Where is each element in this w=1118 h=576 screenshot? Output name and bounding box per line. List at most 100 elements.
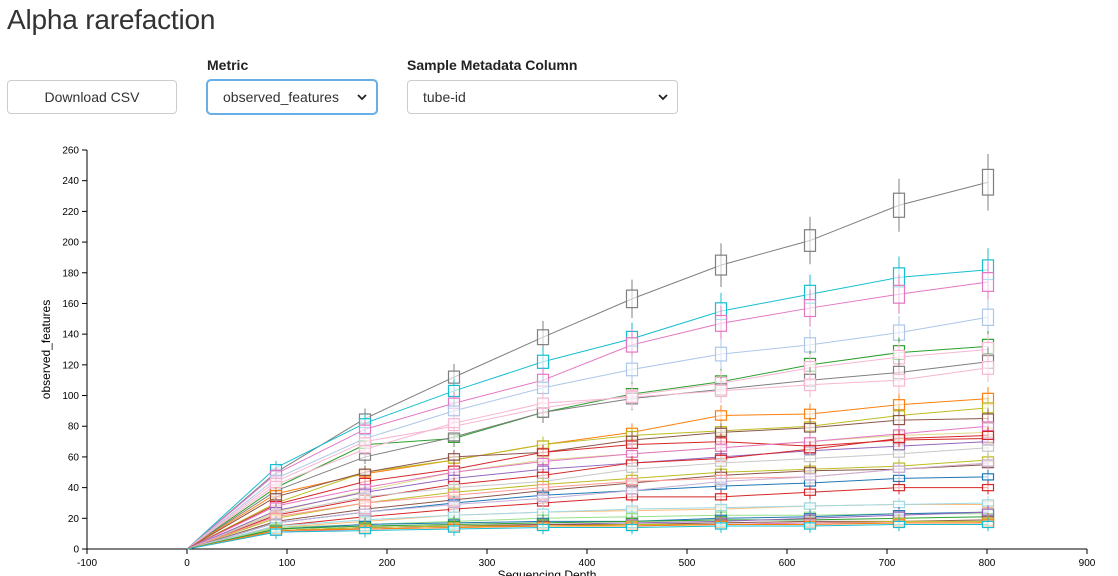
box-marker — [447, 432, 461, 442]
series — [186, 261, 995, 550]
box-marker — [981, 360, 995, 375]
series-line — [186, 487, 988, 550]
x-tick-label: -100 — [77, 558, 97, 569]
box-marker — [536, 381, 550, 395]
box-marker — [803, 522, 817, 530]
box-marker — [447, 500, 461, 509]
y-tick-label: 120 — [62, 360, 79, 371]
box-marker — [714, 410, 728, 421]
series-line — [186, 434, 989, 550]
download-csv-button[interactable]: Download CSV — [7, 80, 177, 114]
metadata-column-select-value: tube-id — [423, 89, 466, 105]
series-line — [186, 513, 988, 550]
x-tick-label: 700 — [879, 558, 896, 569]
box-marker — [892, 284, 906, 304]
series — [186, 456, 995, 550]
series-line — [186, 281, 989, 550]
box-marker — [536, 523, 550, 532]
box-marker — [714, 346, 728, 362]
box-marker — [625, 337, 639, 353]
series-line — [186, 523, 988, 550]
rarefaction-chart: -100 0 100 200 300 400 500 600 700 800 900 0 20 40 60 8… — [39, 146, 1096, 576]
box-marker — [803, 337, 817, 353]
series-line — [186, 462, 989, 550]
box-marker — [714, 254, 728, 276]
box-marker — [803, 229, 817, 252]
series-line — [186, 316, 989, 550]
y-tick-label: 200 — [62, 238, 79, 249]
box-marker — [625, 289, 639, 309]
y-tick-label: 60 — [68, 452, 80, 463]
series-line — [186, 425, 989, 550]
box-marker — [536, 354, 550, 369]
y-tick-label: 260 — [62, 146, 79, 157]
metric-label: Metric — [207, 57, 249, 73]
x-tick-label: 0 — [184, 558, 190, 569]
box-marker — [447, 525, 461, 533]
box-marker — [625, 391, 639, 403]
series — [186, 153, 995, 550]
box-marker — [892, 483, 906, 492]
box-marker — [714, 384, 728, 398]
y-tick-label: 80 — [68, 422, 80, 433]
box-marker — [892, 414, 906, 426]
box-marker — [803, 422, 817, 433]
y-tick-label: 100 — [62, 391, 79, 402]
box-marker — [714, 493, 728, 501]
x-tick-label: 900 — [1079, 558, 1096, 569]
chevron-down-icon — [357, 94, 367, 101]
x-tick-label: 500 — [679, 558, 696, 569]
box-marker — [981, 473, 995, 481]
box-marker — [803, 299, 817, 318]
series-line — [186, 438, 989, 550]
metric-select[interactable]: observed_features — [207, 80, 377, 114]
x-tick-label: 800 — [979, 558, 996, 569]
x-tick-label: 600 — [779, 558, 796, 569]
series-line — [186, 349, 989, 550]
y-tick-label: 160 — [62, 299, 79, 310]
y-tick-label: 220 — [62, 207, 79, 218]
metric-select-value: observed_features — [223, 89, 339, 105]
box-marker — [892, 373, 906, 387]
series-line — [186, 516, 989, 550]
box-marker — [981, 483, 995, 492]
box-marker — [981, 308, 995, 326]
series-line — [186, 418, 989, 550]
series-line — [186, 181, 989, 550]
box-marker — [714, 477, 728, 486]
box-marker — [981, 168, 995, 196]
box-marker — [714, 459, 728, 467]
box-marker — [447, 453, 461, 461]
x-tick-label: 100 — [279, 558, 296, 569]
box-marker — [714, 314, 728, 332]
x-tick-label: 200 — [379, 558, 396, 569]
series-line — [186, 398, 989, 550]
series-line — [186, 464, 989, 550]
box-marker — [358, 526, 372, 535]
box-marker — [803, 473, 817, 481]
box-marker — [358, 499, 372, 507]
series-line — [186, 361, 989, 550]
box-marker — [981, 272, 995, 292]
y-tick-label: 140 — [62, 330, 79, 341]
series — [186, 456, 995, 550]
box-marker — [803, 454, 817, 463]
box-marker — [358, 445, 372, 454]
metadata-column-select[interactable]: tube-id — [407, 80, 678, 114]
box-marker — [892, 500, 906, 509]
x-tick-label: 300 — [479, 558, 496, 569]
box-marker — [447, 418, 461, 429]
series-line — [186, 462, 989, 550]
series-line — [186, 367, 989, 550]
box-marker — [714, 522, 728, 530]
series — [186, 353, 995, 550]
box-marker — [269, 480, 283, 489]
box-marker — [625, 523, 639, 532]
series — [186, 517, 995, 550]
box-marker — [625, 465, 639, 473]
box-marker — [358, 468, 372, 476]
y-tick-label: 240 — [62, 176, 79, 187]
box-marker — [892, 474, 906, 483]
series-line — [186, 520, 988, 550]
box-marker — [892, 192, 906, 218]
